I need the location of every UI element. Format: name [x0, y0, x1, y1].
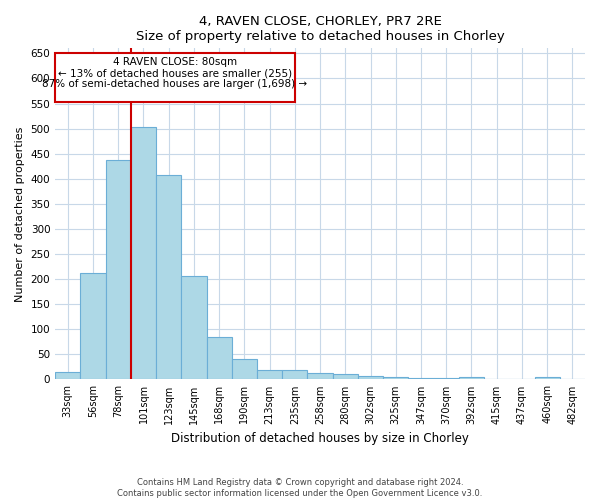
Bar — [257, 370, 282, 380]
Bar — [332, 374, 358, 380]
Bar — [459, 377, 484, 380]
Bar — [282, 370, 307, 380]
Bar — [55, 372, 80, 380]
Bar — [358, 376, 383, 380]
Title: 4, RAVEN CLOSE, CHORLEY, PR7 2RE
Size of property relative to detached houses in: 4, RAVEN CLOSE, CHORLEY, PR7 2RE Size of… — [136, 15, 505, 43]
Bar — [307, 373, 332, 380]
Bar — [232, 360, 257, 380]
Bar — [383, 377, 409, 380]
Bar — [181, 276, 206, 380]
Text: 4 RAVEN CLOSE: 80sqm: 4 RAVEN CLOSE: 80sqm — [113, 58, 237, 68]
FancyBboxPatch shape — [55, 53, 295, 102]
Bar — [80, 273, 106, 380]
Text: Contains HM Land Registry data © Crown copyright and database right 2024.
Contai: Contains HM Land Registry data © Crown c… — [118, 478, 482, 498]
Text: 87% of semi-detached houses are larger (1,698) →: 87% of semi-detached houses are larger (… — [43, 79, 308, 89]
Bar — [206, 337, 232, 380]
X-axis label: Distribution of detached houses by size in Chorley: Distribution of detached houses by size … — [171, 432, 469, 445]
Bar — [434, 378, 459, 380]
Bar — [106, 160, 131, 380]
Bar — [535, 377, 560, 380]
Bar — [409, 378, 434, 380]
Bar — [156, 176, 181, 380]
Y-axis label: Number of detached properties: Number of detached properties — [15, 126, 25, 302]
Text: ← 13% of detached houses are smaller (255): ← 13% of detached houses are smaller (25… — [58, 68, 292, 78]
Bar — [131, 127, 156, 380]
